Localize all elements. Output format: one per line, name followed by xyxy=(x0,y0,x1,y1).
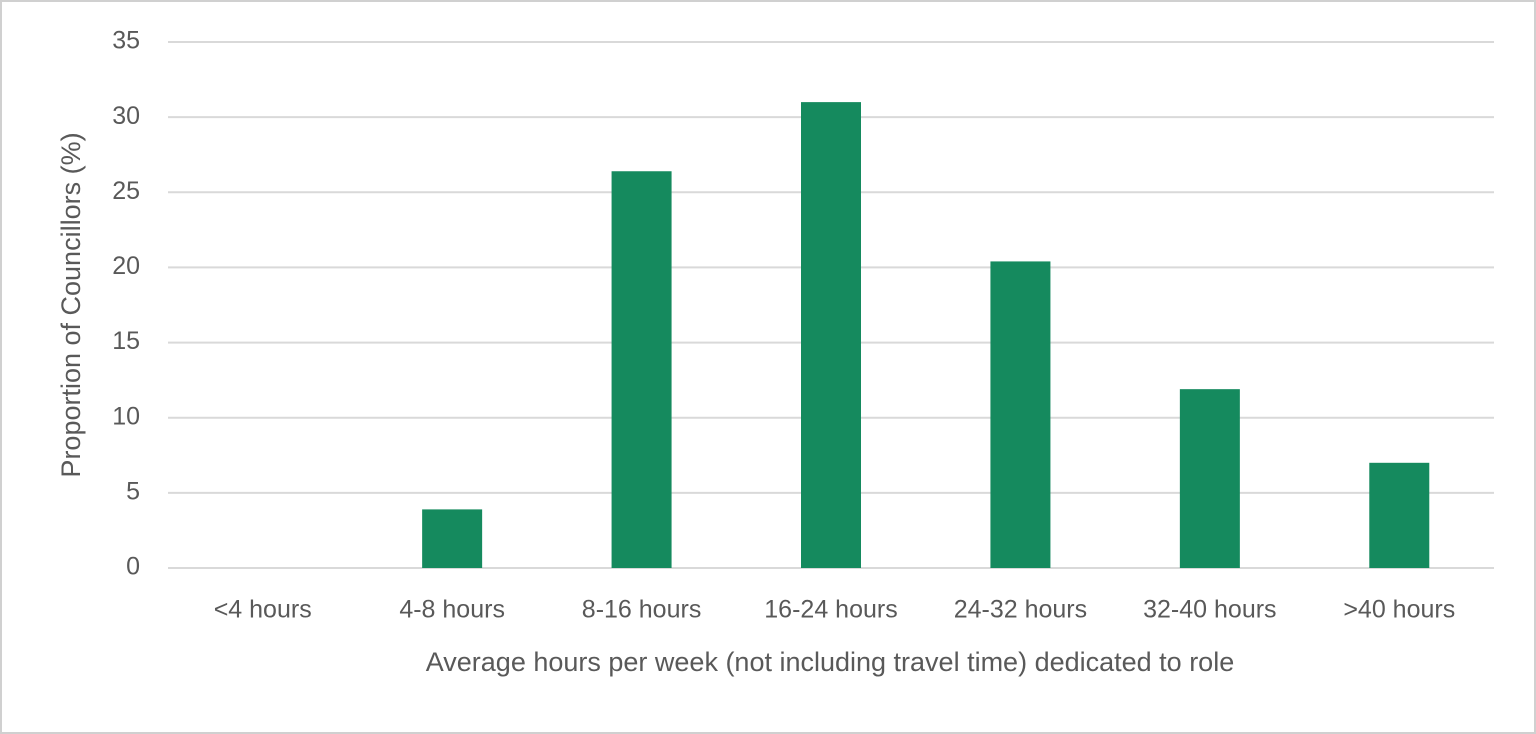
x-tick-label: <4 hours xyxy=(214,596,312,624)
x-axis-title: Average hours per week (not including tr… xyxy=(426,647,1234,677)
x-tick-label: >40 hours xyxy=(1343,596,1455,624)
x-tick-label: 24-32 hours xyxy=(954,596,1087,624)
bar xyxy=(990,261,1051,568)
bar xyxy=(1179,389,1240,568)
y-axis-title: Proportion of Councillors (%) xyxy=(56,132,86,477)
bar xyxy=(611,171,672,568)
bar xyxy=(422,509,483,568)
y-tick-label: 20 xyxy=(112,252,140,280)
bar xyxy=(1369,462,1430,568)
y-tick-label: 5 xyxy=(126,477,140,505)
x-tick-label: 32-40 hours xyxy=(1143,596,1276,624)
x-tick-label: 8-16 hours xyxy=(582,596,702,624)
y-tick-label: 25 xyxy=(112,177,140,205)
y-tick-label: 0 xyxy=(126,553,140,581)
y-tick-label: 30 xyxy=(112,102,140,130)
y-tick-label: 15 xyxy=(112,327,140,355)
bar xyxy=(801,102,861,568)
x-tick-label: 16-24 hours xyxy=(764,596,897,624)
y-tick-label: 10 xyxy=(112,402,140,430)
y-tick-label: 35 xyxy=(112,27,140,55)
x-tick-label: 4-8 hours xyxy=(399,596,505,624)
